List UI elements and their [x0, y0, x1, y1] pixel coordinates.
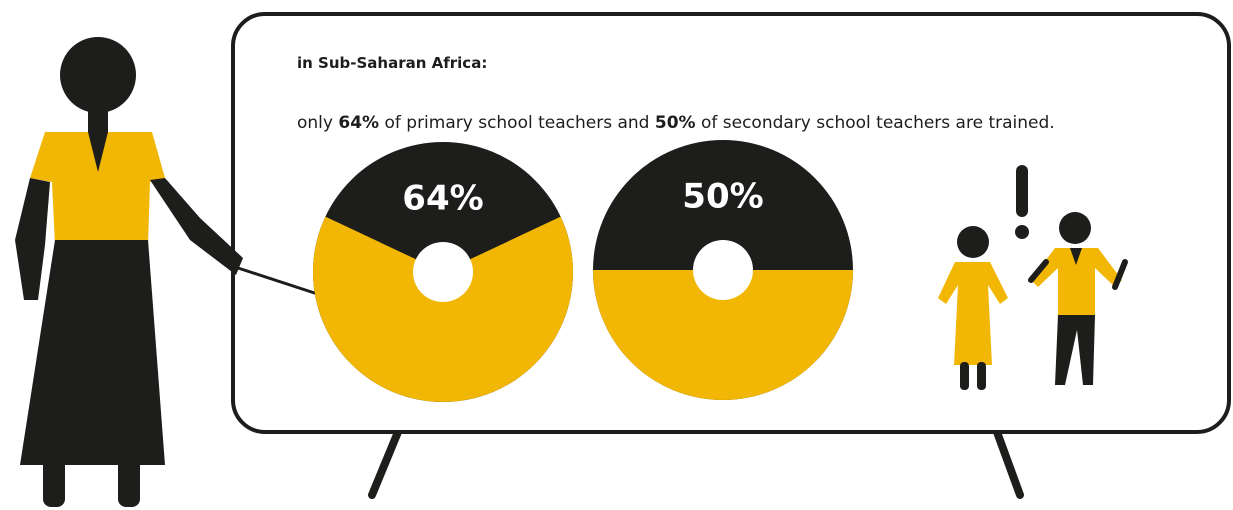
text: of primary school teachers and	[379, 113, 655, 133]
donut-slice	[593, 270, 853, 400]
sentence: only 64% of primary school teachers and …	[297, 93, 1055, 133]
donut-hole	[693, 240, 753, 300]
text: 64%	[338, 113, 380, 133]
text: of secondary school teachers are trained…	[695, 113, 1055, 133]
value-label: 64%	[402, 179, 483, 219]
board-leg	[993, 428, 1024, 499]
text: 50%	[654, 113, 696, 133]
presenter	[15, 37, 343, 507]
worried-people	[938, 165, 1128, 390]
board-leg	[368, 428, 402, 499]
title: in Sub-Saharan Africa:	[297, 54, 488, 72]
donut-hole	[413, 242, 473, 302]
value-label: 50%	[682, 177, 763, 217]
text: only	[297, 113, 339, 133]
donut-slice	[312, 216, 573, 403]
